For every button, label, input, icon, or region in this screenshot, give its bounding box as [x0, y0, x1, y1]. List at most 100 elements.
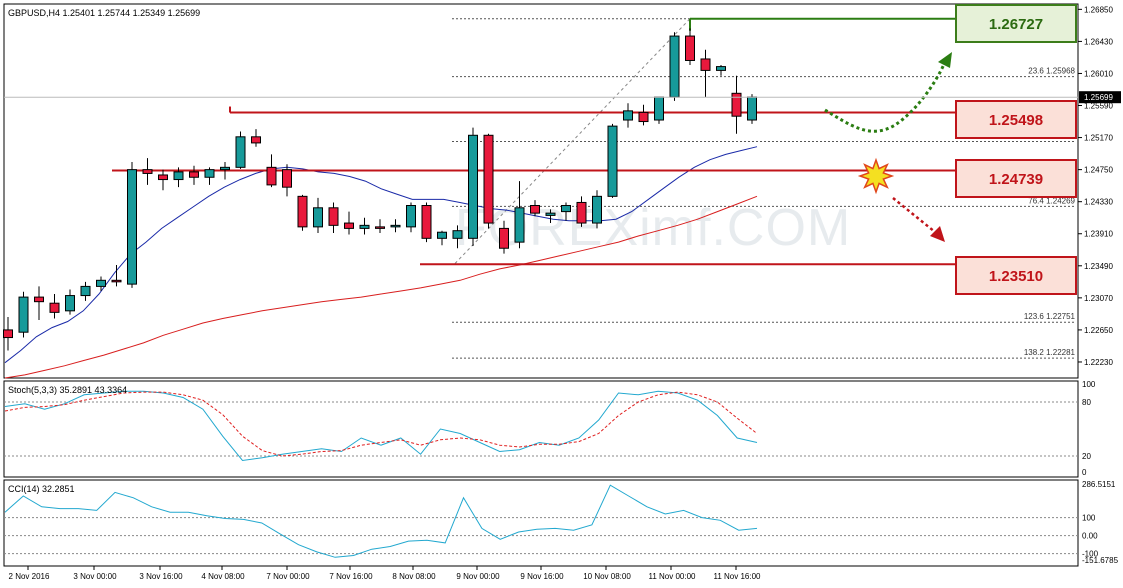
stoch-panel: [3, 380, 1079, 478]
candle-body: [142, 169, 153, 174]
main-panel: [3, 3, 1079, 379]
fibonacci-layer: 23.6 1.2596850.0 1.2511876.4 1.24269123.…: [452, 18, 1076, 359]
candle-body: [592, 195, 602, 224]
stoch-axis-label: 80: [1082, 398, 1091, 407]
candle-body: [328, 207, 339, 226]
candle-body: [561, 205, 571, 213]
stoch-k-line: [4, 390, 758, 462]
candle-body: [685, 35, 695, 61]
cci-axis-label: -151.6785: [1082, 556, 1119, 565]
x-tick-label: 4 Nov 08:00: [201, 572, 245, 581]
x-tick-label: 3 Nov 00:00: [73, 572, 117, 581]
candle-body: [220, 166, 230, 171]
candle-body: [716, 66, 726, 71]
annotations: [824, 52, 952, 242]
y-tick-label: 1.26430: [1084, 37, 1113, 46]
candle-body: [3, 329, 13, 339]
x-tick-label: 8 Nov 08:00: [392, 572, 436, 581]
candle-body: [468, 134, 478, 239]
y-tick-label: 1.23910: [1084, 230, 1113, 239]
x-tick-label: 9 Nov 16:00: [520, 572, 564, 581]
level-label-box: [955, 4, 1077, 43]
fib-label: 123.6 1.22751: [1024, 312, 1076, 321]
x-tick-label: 7 Nov 00:00: [266, 572, 310, 581]
x-tick-label: 10 Nov 08:00: [583, 572, 631, 581]
cci-axis-label: 100: [1082, 514, 1096, 523]
candle-body: [251, 136, 261, 144]
candle-body: [65, 295, 75, 312]
candle-body: [545, 212, 556, 216]
candle-body: [266, 166, 277, 186]
stoch-axis-label: 0: [1082, 468, 1087, 477]
candle-body: [514, 207, 525, 243]
stoch-d-line: [4, 391, 758, 457]
cci-axis-label: 286.5151: [1082, 480, 1116, 489]
candle-body: [747, 96, 757, 121]
x-tick-label: 11 Nov 00:00: [649, 572, 697, 581]
candle-body: [158, 174, 168, 181]
candle-body: [235, 136, 246, 168]
cci-panel: [3, 479, 1079, 567]
candle-body: [297, 195, 308, 228]
time-axis: 2 Nov 2016 3 Nov 00:00 3 Nov 16:00 4 Nov 08…: [9, 566, 762, 581]
current-price-text: 1.25699: [1084, 93, 1113, 102]
candle-body: [576, 201, 587, 224]
level-label-text: 1.24739: [989, 171, 1043, 188]
candle-body: [204, 169, 215, 178]
stoch-title: Stoch(5,3,3) 35.2891 43.3364: [8, 385, 127, 395]
breakout-burst-icon: [857, 157, 895, 195]
bearish-arrow-head: [930, 226, 945, 242]
y-tick-label: 1.23490: [1084, 262, 1113, 271]
x-tick-label: 11 Nov 16:00: [714, 572, 762, 581]
fib-label: 138.2 1.22281: [1024, 348, 1076, 357]
candle-body: [359, 224, 370, 229]
x-tick-label: 2 Nov 2016: [9, 572, 50, 581]
x-tick-label: 9 Nov 00:00: [456, 572, 500, 581]
candle-body: [731, 92, 742, 117]
candle-body: [406, 205, 416, 228]
y-tick-label: 1.23070: [1084, 294, 1113, 303]
candle-body: [499, 227, 509, 249]
y-tick-label: 1.22230: [1084, 358, 1113, 367]
candle-body: [96, 279, 106, 287]
cci-axis-label: -100: [1082, 550, 1099, 559]
x-tick-label: 3 Nov 16:00: [139, 572, 183, 581]
level-label-text: 1.26727: [989, 16, 1043, 33]
candle-body: [127, 169, 137, 285]
candle-body: [437, 231, 447, 239]
y-tick-label: 1.24330: [1084, 198, 1113, 207]
symbol-header: GBPUSD,H4 1.25401 1.25744 1.25349 1.2569…: [8, 8, 200, 18]
price-axis: 1.26850 1.26430 1.26010 1.25590 1.25170 1.247…: [4, 5, 1121, 367]
bullish-arrow-head: [938, 52, 952, 68]
candle-body: [18, 296, 29, 333]
stoch-axis-label: 20: [1082, 452, 1091, 461]
candle-body: [530, 205, 540, 214]
level-label-text: 1.23510: [989, 268, 1043, 285]
candle-body: [344, 222, 354, 229]
candle-body: [623, 110, 633, 121]
candle-body: [313, 207, 323, 228]
candle-body: [189, 171, 199, 178]
fib-label: 76.4 1.24269: [1028, 196, 1075, 205]
candle-body: [80, 285, 91, 297]
stoch-axis-label: 100: [1082, 380, 1096, 389]
candle-body: [638, 111, 649, 123]
y-tick-label: 1.24750: [1084, 166, 1113, 175]
level-label-text: 1.25498: [989, 112, 1043, 129]
y-tick-label: 1.25590: [1084, 102, 1113, 111]
level-labels: 1.26727 1.25498 1.24739 1.23510: [955, 4, 1077, 295]
candle-body: [700, 58, 711, 71]
candles: [3, 28, 757, 351]
x-tick-label: 7 Nov 16:00: [329, 572, 373, 581]
cci-title: CCI(14) 32.2851: [8, 484, 75, 494]
fib-label: 23.6 1.25968: [1028, 67, 1075, 76]
ma-red-line: [4, 195, 758, 379]
y-tick-label: 1.22650: [1084, 326, 1113, 335]
candle-body: [49, 302, 60, 313]
level-label-box: [955, 100, 1077, 139]
y-tick-label: 1.25170: [1084, 134, 1113, 143]
level-label-box: [955, 159, 1077, 198]
watermark: FOREXimf.COM: [455, 199, 851, 257]
candle-body: [607, 125, 618, 197]
